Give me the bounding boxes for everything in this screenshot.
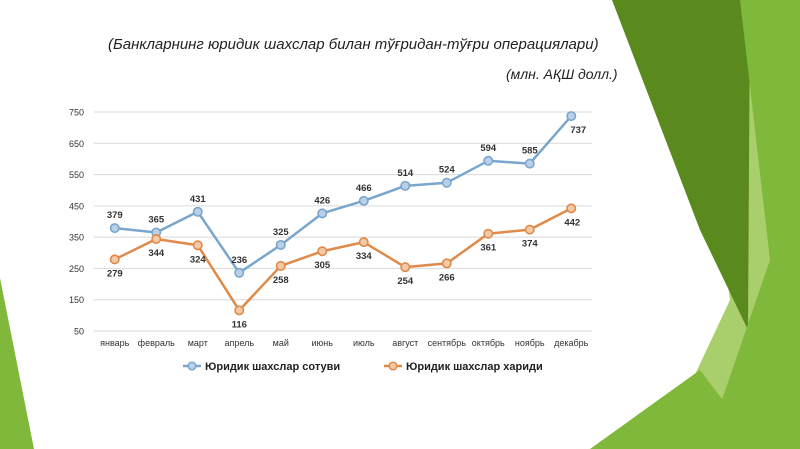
data-point: [400, 180, 411, 191]
y-tick-label: 150: [69, 295, 84, 305]
x-tick-label: январь: [100, 338, 130, 348]
legend-marker: [187, 361, 197, 371]
data-label: 514: [397, 168, 414, 179]
data-point: [192, 240, 203, 251]
y-tick-label: 450: [69, 201, 84, 211]
data-label: 334: [356, 251, 373, 262]
legend-label: Юридик шахслар сотуви: [205, 361, 340, 373]
data-label: 431: [190, 194, 207, 205]
data-point: [566, 203, 577, 214]
data-label: 305: [314, 260, 331, 271]
deco-bottom-green: [590, 370, 760, 449]
data-point: [441, 258, 452, 269]
data-point: [483, 155, 494, 166]
data-label: 524: [439, 165, 456, 176]
data-label: 374: [522, 239, 539, 250]
deco-right-green-dark: [612, 0, 750, 330]
data-point: [192, 206, 203, 217]
data-point: [109, 254, 120, 265]
data-point: [275, 260, 286, 271]
y-tick-label: 550: [69, 170, 84, 180]
x-tick-label: апрель: [224, 338, 254, 348]
data-point: [358, 237, 369, 248]
data-label: 344: [148, 248, 165, 259]
data-point: [400, 262, 411, 273]
data-label: 116: [232, 319, 247, 330]
data-label: 258: [273, 275, 289, 286]
x-tick-label: июль: [353, 338, 375, 348]
y-tick-label: 650: [69, 139, 84, 149]
x-tick-label: декабрь: [554, 338, 589, 348]
data-label: 266: [439, 272, 455, 283]
y-tick-label: 50: [74, 327, 84, 337]
series-line: [114, 207, 572, 312]
data-point: [317, 246, 328, 257]
data-label: 379: [107, 210, 123, 221]
deco-left-green-stripe: [0, 278, 34, 449]
data-label: 236: [231, 255, 247, 266]
x-tick-label: июнь: [312, 338, 334, 348]
data-point: [234, 305, 245, 316]
data-label: 426: [314, 195, 330, 206]
data-label: 361: [480, 243, 497, 254]
chart-title: (Банкларнинг юридик шахслар билан тўғрид…: [108, 36, 599, 53]
data-point: [566, 111, 577, 122]
data-point: [275, 239, 286, 250]
x-tick-label: февраль: [138, 338, 175, 348]
data-label: 254: [397, 276, 414, 287]
unit-note: (млн. АҚШ долл.): [506, 66, 618, 82]
data-label: 279: [107, 268, 123, 279]
y-tick-label: 350: [69, 233, 84, 243]
legend-marker: [388, 361, 398, 371]
legend-label: Юридик шахслар хариди: [406, 361, 543, 373]
series-line: [114, 115, 573, 275]
y-tick-label: 750: [69, 108, 84, 118]
data-point: [524, 158, 535, 169]
data-label: 737: [570, 125, 586, 136]
data-point: [441, 177, 452, 188]
data-label: 442: [564, 217, 580, 228]
x-tick-label: ноябрь: [515, 338, 545, 348]
y-tick-label: 250: [69, 264, 84, 274]
x-tick-label: сентябрь: [428, 338, 467, 348]
data-label: 594: [480, 143, 497, 154]
x-tick-label: октябрь: [472, 338, 505, 348]
data-label: 324: [190, 254, 207, 265]
data-point: [483, 228, 494, 239]
data-point: [151, 234, 162, 245]
data-point: [317, 208, 328, 219]
data-point: [358, 195, 369, 206]
data-label: 325: [273, 227, 290, 238]
x-tick-label: август: [392, 338, 418, 348]
data-point: [234, 267, 245, 278]
data-point: [524, 224, 535, 235]
data-label: 365: [148, 214, 165, 225]
data-label: 466: [356, 183, 372, 194]
data-point: [109, 223, 120, 234]
deco-right-green-mid: [705, 0, 800, 449]
x-tick-label: март: [188, 338, 208, 348]
data-label: 585: [522, 146, 539, 157]
x-tick-label: май: [273, 338, 289, 348]
